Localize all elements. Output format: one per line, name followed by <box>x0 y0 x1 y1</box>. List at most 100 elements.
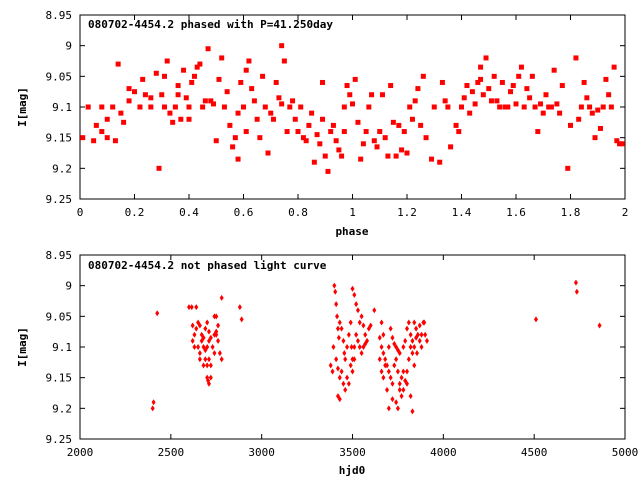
data-point <box>407 104 413 110</box>
data-point <box>334 301 339 308</box>
x-tick-label: 1.4 <box>452 206 472 219</box>
data-point <box>262 104 268 110</box>
data-point <box>208 374 213 381</box>
data-point <box>448 144 454 150</box>
data-point <box>210 344 215 350</box>
x-tick-label: 1 <box>349 206 356 219</box>
data-point <box>390 334 395 341</box>
data-point <box>348 319 353 326</box>
data-point <box>197 350 202 357</box>
data-point <box>300 135 306 141</box>
data-point <box>265 150 271 156</box>
x-tick-labels: 0 0.2 0.4 0.6 0.8 1 1.2 1.4 1.6 1.8 2 <box>77 206 629 219</box>
data-point <box>161 73 167 79</box>
data-point <box>395 368 400 375</box>
data-point <box>216 322 221 329</box>
data-point <box>478 76 484 82</box>
data-point <box>273 79 279 85</box>
data-point <box>298 104 304 110</box>
data-point <box>360 141 366 147</box>
data-point <box>189 304 194 311</box>
data-point <box>393 153 399 159</box>
data-point <box>551 67 557 73</box>
data-point <box>341 129 347 135</box>
data-point <box>322 153 328 159</box>
data-point <box>238 79 244 85</box>
data-point <box>396 122 402 128</box>
data-point <box>153 70 159 76</box>
y-tick-labels: 8.95 9 9.05 9.1 9.15 9.2 9.25 <box>46 9 73 206</box>
data-point <box>505 104 511 110</box>
data-point <box>410 408 415 415</box>
data-point <box>377 129 383 135</box>
data-point <box>533 316 538 323</box>
data-point <box>422 319 427 326</box>
data-point <box>99 104 105 110</box>
data-point <box>343 386 348 393</box>
data-point <box>381 350 386 357</box>
data-point <box>330 122 336 128</box>
data-point <box>205 362 210 369</box>
x-tick-label: 0 <box>77 206 84 219</box>
data-point <box>383 362 388 369</box>
data-point <box>584 95 590 101</box>
data-point <box>358 156 364 162</box>
data-point <box>412 98 418 104</box>
data-point <box>208 98 214 104</box>
data-point <box>208 362 213 369</box>
y-tick-label: 8.95 <box>46 9 73 22</box>
data-point <box>383 356 388 363</box>
data-point <box>390 396 395 403</box>
data-point <box>608 104 614 110</box>
data-point <box>212 350 217 357</box>
data-point <box>224 89 230 95</box>
data-point <box>617 141 623 147</box>
data-point <box>357 344 362 350</box>
data-point <box>203 325 208 332</box>
data-point <box>279 101 285 107</box>
data-point <box>333 288 338 295</box>
data-point <box>91 138 97 144</box>
data-point <box>600 104 606 110</box>
data-point <box>415 331 420 338</box>
data-point <box>469 89 475 95</box>
data-point <box>344 83 350 89</box>
data-point <box>619 141 625 147</box>
x-tick-label: 0.8 <box>288 206 308 219</box>
data-point <box>494 98 500 104</box>
data-point <box>337 319 342 326</box>
x-tick-label: 2000 <box>67 446 94 459</box>
unphased-light-curve-panel: 080702-4454.2 not phased light curve 200… <box>16 249 638 477</box>
data-point <box>573 279 578 286</box>
data-point <box>357 319 362 326</box>
data-point <box>337 396 342 403</box>
data-point <box>203 356 208 363</box>
data-point <box>390 119 396 125</box>
data-point <box>414 350 419 357</box>
data-point <box>281 58 287 64</box>
data-point <box>251 98 257 104</box>
data-point <box>334 356 339 363</box>
data-point <box>354 331 359 338</box>
data-point <box>480 92 486 98</box>
data-point <box>410 350 415 357</box>
data-point <box>524 86 530 92</box>
data-point <box>199 337 204 344</box>
data-point <box>461 95 467 101</box>
x-tick-label: 1.2 <box>397 206 417 219</box>
data-point <box>415 86 421 92</box>
data-point <box>249 86 255 92</box>
x-tick-label: 4500 <box>521 446 548 459</box>
data-point <box>284 129 290 135</box>
data-point <box>417 322 422 329</box>
data-point <box>309 110 315 116</box>
data-point <box>214 331 219 338</box>
data-point <box>467 110 473 116</box>
y-tick-label: 9.2 <box>52 402 72 415</box>
data-point <box>529 73 535 79</box>
y-tick-label: 9 <box>65 280 72 293</box>
data-point <box>354 301 359 308</box>
data-point <box>408 331 413 338</box>
y-tick-label: 9.05 <box>46 310 73 323</box>
